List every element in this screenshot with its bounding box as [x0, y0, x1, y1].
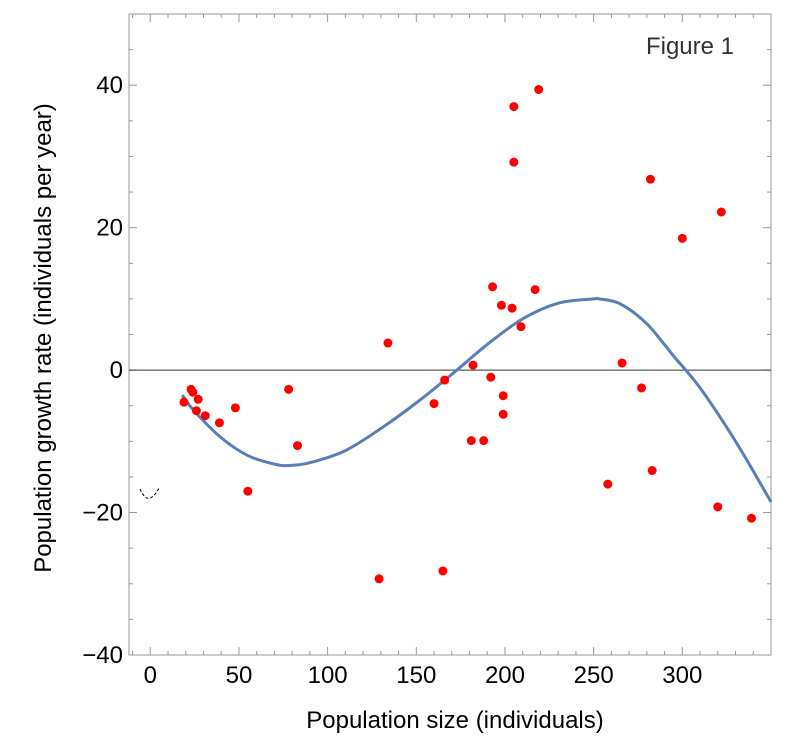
x-tick-label: 150: [396, 662, 436, 689]
x-tick-label: 100: [308, 662, 348, 689]
data-point: [284, 384, 294, 394]
axis-ticks: [129, 13, 771, 656]
plot-frame: [128, 13, 772, 656]
data-point: [507, 303, 517, 313]
data-point: [466, 436, 476, 446]
data-point: [468, 360, 478, 370]
x-tick-label: 250: [574, 662, 614, 689]
data-point: [509, 102, 519, 112]
x-tick-label: 0: [144, 662, 157, 689]
data-point: [496, 300, 506, 310]
y-tick-label: 40: [96, 72, 123, 99]
data-point: [488, 282, 498, 292]
data-point: [243, 486, 253, 496]
data-point: [383, 338, 393, 348]
data-point: [486, 372, 496, 382]
data-point: [191, 406, 201, 416]
data-point: [214, 418, 224, 428]
y-tick-label: 0: [110, 357, 123, 384]
y-tick-label: −20: [82, 500, 123, 527]
fit-curve: [180, 296, 773, 503]
data-point: [647, 466, 657, 476]
y-axis-label: Population growth rate (individuals per …: [30, 103, 57, 573]
data-point: [603, 479, 613, 489]
x-tick-label: 200: [485, 662, 525, 689]
data-point: [374, 574, 384, 584]
data-point: [713, 502, 723, 512]
x-axis-label: Population size (individuals): [306, 707, 604, 734]
y-tick-label: −40: [82, 642, 123, 669]
x-tick-label: 50: [226, 662, 253, 689]
stray-mark: [139, 487, 160, 499]
figure-annotation: Figure 1: [646, 33, 734, 60]
data-point: [716, 207, 726, 217]
data-point: [498, 391, 508, 401]
data-point: [230, 403, 240, 413]
plot-border: [128, 13, 772, 656]
x-tick-labels: 0 50 100 150 200 250 300: [144, 662, 703, 689]
data-point: [534, 84, 544, 94]
data-point: [479, 436, 489, 446]
data-point: [193, 394, 203, 404]
data-point: [438, 566, 448, 576]
data-point: [746, 513, 756, 523]
data-point: [200, 411, 210, 421]
y-tick-label: 20: [96, 215, 123, 242]
data-point: [440, 375, 450, 385]
data-point: [429, 399, 439, 409]
data-point: [292, 441, 302, 451]
data-point: [645, 174, 655, 184]
x-tick-label: 300: [662, 662, 702, 689]
data-point: [509, 157, 519, 167]
data-point: [637, 383, 647, 393]
y-tick-labels: −40 −20 0 20 40: [82, 72, 123, 669]
data-point: [498, 409, 508, 419]
data-point: [179, 397, 189, 407]
data-point: [516, 322, 526, 332]
data-point: [530, 285, 540, 295]
data-point: [617, 358, 627, 368]
data-point: [188, 387, 198, 397]
data-points: [179, 84, 756, 584]
data-point: [677, 233, 687, 243]
